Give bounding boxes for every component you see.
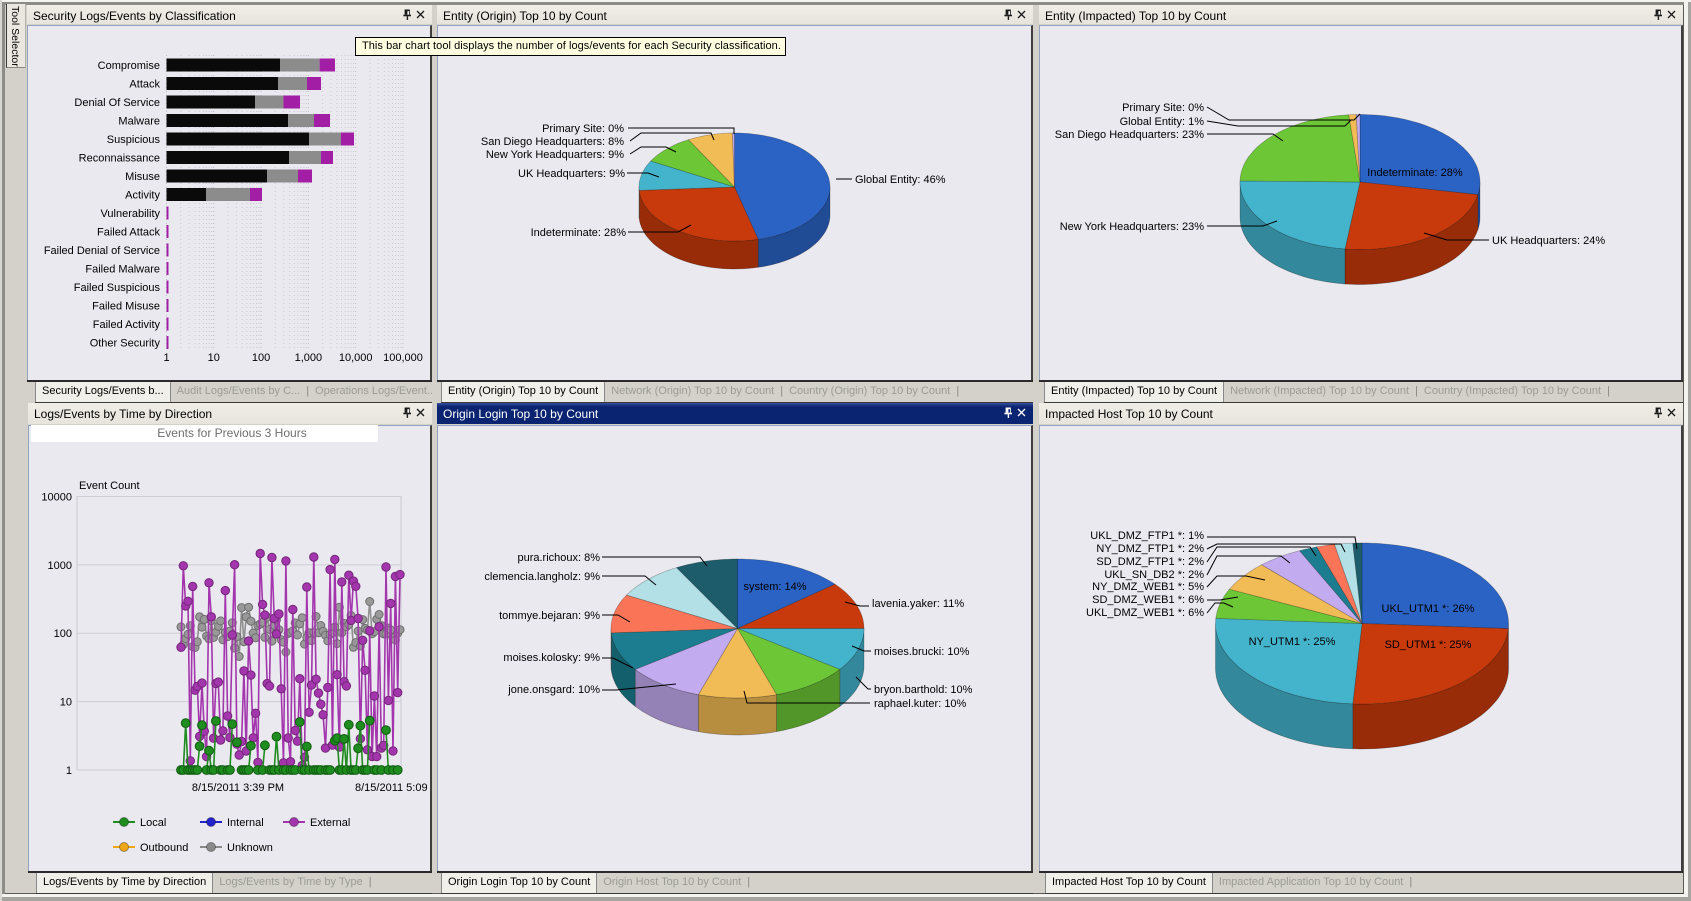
svg-text:Vulnerability: Vulnerability [100, 208, 160, 220]
svg-text:moises.brucki: 10%: moises.brucki: 10% [874, 646, 970, 658]
svg-text:Event Count: Event Count [79, 480, 140, 492]
svg-text:Failed Denial of Service: Failed Denial of Service [44, 245, 160, 257]
svg-text:SD_DMZ_FTP1 *: 2%: SD_DMZ_FTP1 *: 2% [1096, 556, 1204, 568]
svg-text:Malware: Malware [118, 116, 160, 128]
svg-text:1: 1 [163, 352, 169, 364]
svg-text:Reconnaissance: Reconnaissance [79, 153, 160, 165]
svg-text:10,000: 10,000 [339, 352, 373, 364]
svg-text:UKL_DMZ_WEB1 *: 6%: UKL_DMZ_WEB1 *: 6% [1086, 607, 1204, 619]
svg-text:Indeterminate: 28%: Indeterminate: 28% [1367, 167, 1463, 179]
svg-text:1,000: 1,000 [295, 352, 323, 364]
svg-text:Activity: Activity [125, 190, 160, 202]
svg-text:moises.kolosky: 9%: moises.kolosky: 9% [503, 652, 600, 664]
svg-text:SD_DMZ_WEB1 *: 6%: SD_DMZ_WEB1 *: 6% [1092, 594, 1204, 606]
svg-text:San Diego Headquarters: 8%: San Diego Headquarters: 8% [481, 136, 624, 148]
svg-text:SD_UTM1 *: 25%: SD_UTM1 *: 25% [1385, 639, 1472, 651]
svg-text:10: 10 [208, 352, 220, 364]
svg-text:External: External [310, 817, 350, 829]
svg-text:system: 14%: system: 14% [744, 581, 807, 593]
svg-text:Misuse: Misuse [125, 171, 160, 183]
svg-text:Compromise: Compromise [98, 60, 160, 72]
svg-text:New York Headquarters: 23%: New York Headquarters: 23% [1060, 221, 1205, 233]
svg-text:lavenia.yaker: 11%: lavenia.yaker: 11% [872, 598, 964, 610]
svg-text:Local: Local [140, 817, 166, 829]
svg-text:Unknown: Unknown [227, 842, 273, 854]
svg-text:Failed Activity: Failed Activity [93, 319, 161, 331]
svg-text:bryon.barthold: 10%: bryon.barthold: 10% [874, 684, 973, 696]
svg-text:New York Headquarters: 9%: New York Headquarters: 9% [486, 149, 624, 161]
svg-text:Indeterminate: 28%: Indeterminate: 28% [531, 227, 627, 239]
svg-text:Attack: Attack [129, 79, 160, 91]
svg-text:100: 100 [252, 352, 270, 364]
svg-text:UK Headquarters: 9%: UK Headquarters: 9% [518, 168, 625, 180]
svg-text:Other Security: Other Security [90, 338, 161, 350]
svg-text:Failed Malware: Failed Malware [85, 264, 160, 276]
svg-text:NY_DMZ_FTP1 *: 2%: NY_DMZ_FTP1 *: 2% [1096, 543, 1204, 555]
svg-text:Global Entity: 46%: Global Entity: 46% [855, 174, 946, 186]
svg-text:1000: 1000 [48, 560, 72, 572]
svg-text:100: 100 [54, 628, 72, 640]
svg-text:Primary Site: 0%: Primary Site: 0% [542, 123, 624, 135]
svg-text:raphael.kuter: 10%: raphael.kuter: 10% [874, 698, 967, 710]
svg-text:UK Headquarters: 24%: UK Headquarters: 24% [1492, 235, 1605, 247]
svg-text:UKL_UTM1 *: 26%: UKL_UTM1 *: 26% [1382, 603, 1475, 615]
svg-text:tommye.bejaran: 9%: tommye.bejaran: 9% [499, 610, 600, 622]
svg-text:Failed Attack: Failed Attack [97, 227, 160, 239]
svg-text:Failed Suspicious: Failed Suspicious [74, 282, 161, 294]
svg-text:10: 10 [60, 697, 72, 709]
svg-text:NY_UTM1 *: 25%: NY_UTM1 *: 25% [1249, 636, 1336, 648]
svg-text:Global Entity: 1%: Global Entity: 1% [1120, 116, 1205, 128]
svg-text:100,000: 100,000 [383, 352, 423, 364]
svg-text:8/15/2011 3:39 PM: 8/15/2011 3:39 PM [192, 782, 284, 794]
svg-text:Primary Site: 0%: Primary Site: 0% [1122, 102, 1204, 114]
svg-text:pura.richoux: 8%: pura.richoux: 8% [517, 552, 600, 564]
svg-text:8/15/2011 5:09 PM: 8/15/2011 5:09 PM [355, 782, 431, 794]
svg-text:Outbound: Outbound [140, 842, 188, 854]
svg-text:UKL_DMZ_FTP1 *: 1%: UKL_DMZ_FTP1 *: 1% [1090, 530, 1204, 542]
svg-text:clemencia.langholz: 9%: clemencia.langholz: 9% [484, 571, 600, 583]
svg-text:Failed Misuse: Failed Misuse [92, 301, 160, 313]
svg-text:jone.onsgard: 10%: jone.onsgard: 10% [507, 684, 600, 696]
svg-text:Denial Of Service: Denial Of Service [74, 97, 160, 109]
svg-text:San Diego Headquarters: 23%: San Diego Headquarters: 23% [1055, 129, 1204, 141]
svg-text:10000: 10000 [41, 492, 72, 504]
svg-text:NY_DMZ_WEB1 *: 5%: NY_DMZ_WEB1 *: 5% [1092, 581, 1204, 593]
svg-text:1: 1 [66, 765, 72, 777]
svg-text:Suspicious: Suspicious [107, 134, 161, 146]
svg-text:UKL_SN_DB2 *: 2%: UKL_SN_DB2 *: 2% [1104, 569, 1204, 581]
svg-text:Internal: Internal [227, 817, 264, 829]
